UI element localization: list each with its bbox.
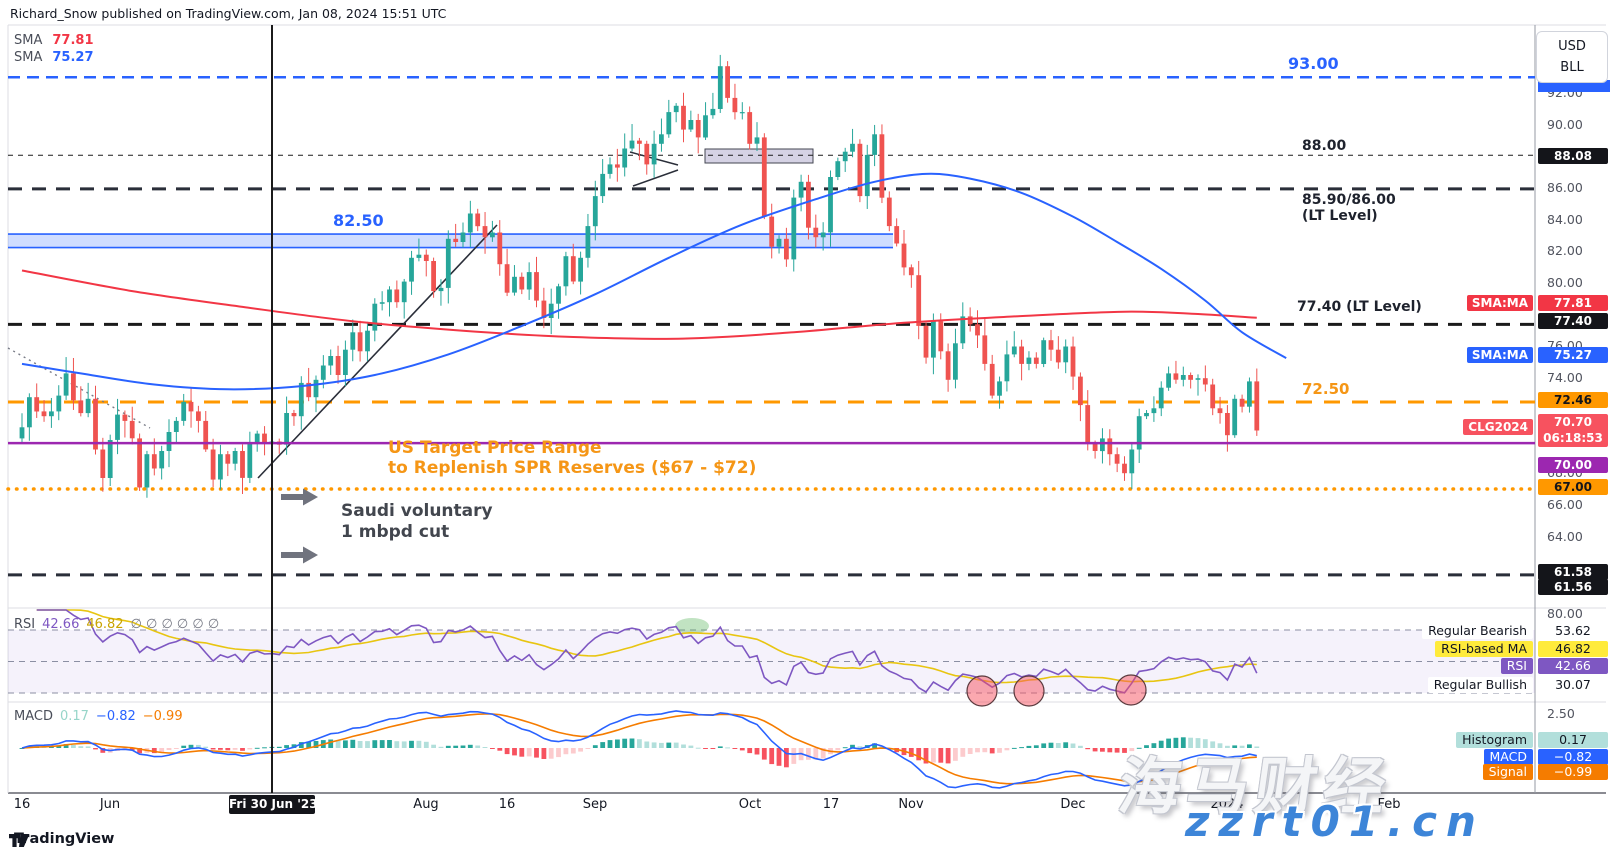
time-axis-label: Dec [1060, 797, 1086, 812]
sma-value: 77.81 [52, 33, 94, 48]
watermark-url: zzrt01.cn [1185, 797, 1485, 846]
time-axis-label: 17 [822, 797, 840, 812]
sma-legend-row[interactable]: SMA 75.27 [14, 49, 94, 66]
level-label-86-note: (LT Level) [1302, 208, 1378, 224]
indicator-row-value: −0.99 [1538, 764, 1608, 780]
time-axis-label: Sep [582, 797, 608, 812]
sma-legend: SMA 77.81 SMA 75.27 [14, 32, 94, 66]
crosshair-date-badge: Fri 30 Jun '23 [229, 795, 318, 814]
rsi-empty-params: ∅ ∅ ∅ ∅ ∅ ∅ [130, 617, 220, 632]
price-tick: 86.00 [1547, 180, 1583, 195]
sma-legend-row[interactable]: SMA 77.81 [14, 32, 94, 49]
time-axis-label: Oct [738, 797, 762, 812]
price-tick: 90.00 [1547, 117, 1583, 132]
time-axis-label: Feb [1377, 797, 1401, 812]
indicator-row-value: 53.62 [1555, 623, 1591, 638]
indicator-row-label: RSI [1500, 658, 1533, 674]
axis-price-badge: 88.08 [1538, 148, 1608, 164]
axis-price-badge: 77.40 [1538, 313, 1608, 329]
axis-price-badge: 67.00 [1538, 479, 1608, 495]
macd-hist-value: 0.17 [59, 709, 89, 724]
time-axis-label: Jun [99, 797, 121, 812]
indicator-row-label: Regular Bullish [1427, 677, 1533, 693]
sma-label: SMA [14, 50, 43, 65]
axis-price-badge: 72.46 [1538, 392, 1608, 408]
level-label-82-50[interactable]: 82.50 [333, 211, 384, 230]
macd-value: −0.82 [95, 709, 136, 724]
time-axis-label: 16 [498, 797, 516, 812]
tradingview-logo-icon [9, 834, 30, 847]
price-tick: 80.00 [1547, 275, 1583, 290]
price-tick: 82.00 [1547, 243, 1583, 258]
series-label-badge: SMA:MA [1466, 347, 1533, 363]
level-93-axis-badge [1538, 80, 1610, 92]
indicator-row-label: Regular Bearish [1422, 623, 1533, 639]
axis-price-badge: 61.58 [1538, 564, 1608, 580]
sma-value: 75.27 [52, 50, 94, 65]
indicator-row-value: 0.17 [1538, 732, 1608, 748]
price-tick: 84.00 [1547, 212, 1583, 227]
indicator-row-value: 30.07 [1555, 677, 1591, 692]
level-label-88[interactable]: 88.00 [1302, 138, 1347, 154]
saudi-annotation-line2: 1 mbpd cut [341, 522, 450, 542]
saudi-annotation[interactable]: Saudi voluntary 1 mbpd cut [341, 501, 493, 543]
level-label-86[interactable]: 85.90/86.00 (LT Level) [1302, 192, 1396, 224]
byline: Richard_Snow published on TradingView.co… [10, 6, 447, 21]
price-tick: 64.00 [1547, 529, 1583, 544]
time-axis-label: 2024 [1210, 797, 1244, 812]
unit-box[interactable]: USD BLL [1536, 31, 1608, 83]
spr-annotation-line1: US Target Price Range [388, 438, 602, 458]
level-label-77-40[interactable]: 77.40 (LT Level) [1297, 299, 1422, 315]
axis-price-badge: 75.27 [1538, 347, 1608, 363]
tradingview-logo-text: TradingView [14, 831, 115, 847]
rsi-ma-value: 46.82 [86, 617, 124, 632]
time-axis-label: Aug [413, 797, 439, 812]
axis-price-badge: 70.00 [1538, 457, 1608, 473]
indicator-row-value: −0.82 [1538, 749, 1608, 765]
unit-measure: BLL [1560, 60, 1584, 76]
macd-header[interactable]: MACD 0.17 −0.82 −0.99 [14, 709, 190, 724]
sma-label: SMA [14, 33, 43, 48]
price-tick: 66.00 [1547, 497, 1583, 512]
indicator-row-label: Signal [1482, 764, 1533, 780]
rsi-title: RSI [14, 617, 36, 632]
spr-annotation[interactable]: US Target Price Range to Replenish SPR R… [388, 438, 756, 478]
indicator-tick: 80.00 [1547, 606, 1583, 621]
indicator-tick: 2.50 [1547, 706, 1575, 721]
indicator-row-value: 42.66 [1538, 658, 1608, 674]
time-axis-label: 16 [13, 797, 31, 812]
tradingview-logo[interactable]: TradingView [8, 831, 114, 847]
time-axis-label: Nov [898, 797, 924, 812]
macd-signal-value: −0.99 [142, 709, 183, 724]
axis-price-badge: 77.81 [1538, 295, 1608, 311]
macd-title: MACD [14, 709, 53, 724]
indicator-row-label: MACD [1483, 749, 1533, 765]
spr-annotation-line2: to Replenish SPR Reserves ($67 - $72) [388, 458, 757, 478]
indicator-row-value: 46.82 [1538, 641, 1608, 657]
axis-price-badge: 61.56 [1538, 579, 1608, 595]
rsi-header[interactable]: RSI 42.66 46.82 ∅ ∅ ∅ ∅ ∅ ∅ [14, 617, 226, 632]
level-label-86-price: 85.90/86.00 [1302, 192, 1396, 208]
indicator-row-label: RSI-based MA [1435, 641, 1533, 657]
saudi-annotation-line1: Saudi voluntary [341, 501, 493, 521]
price-tick: 74.00 [1547, 370, 1583, 385]
rsi-value: 42.66 [42, 617, 80, 632]
unit-currency: USD [1558, 38, 1586, 54]
level-label-93[interactable]: 93.00 [1288, 54, 1339, 73]
series-label-badge: CLG2024 [1463, 419, 1533, 435]
indicator-row-label: Histogram [1456, 732, 1533, 748]
series-label-badge: SMA:MA [1466, 295, 1533, 311]
level-label-72-50[interactable]: 72.50 [1302, 380, 1350, 398]
last-price-badge: 70.70 06:18:53 [1538, 414, 1608, 447]
